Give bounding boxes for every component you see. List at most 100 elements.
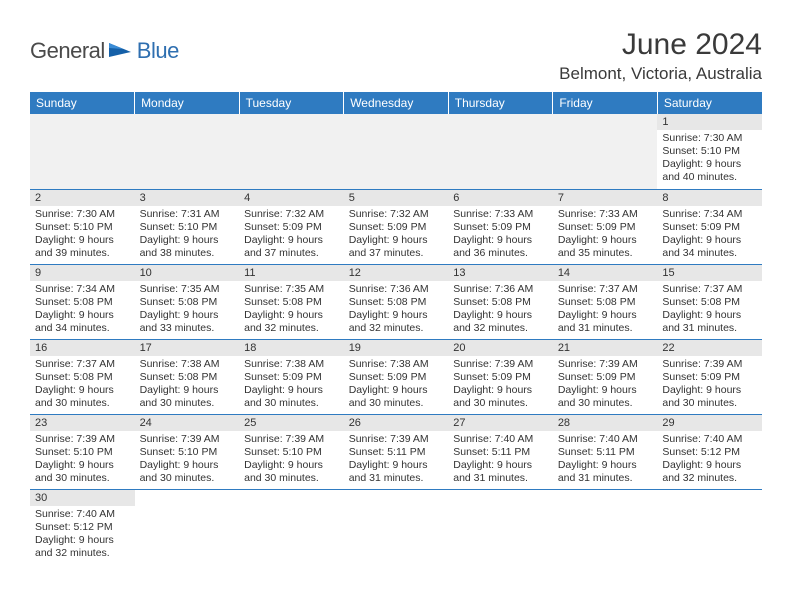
day-data: Sunrise: 7:31 AMSunset: 5:10 PMDaylight:… bbox=[135, 206, 240, 264]
day-data: Sunrise: 7:37 AMSunset: 5:08 PMDaylight:… bbox=[657, 281, 762, 339]
day-number: 12 bbox=[344, 265, 449, 281]
day-data: Sunrise: 7:40 AMSunset: 5:12 PMDaylight:… bbox=[30, 506, 135, 564]
calendar-cell: 22Sunrise: 7:39 AMSunset: 5:09 PMDayligh… bbox=[657, 339, 762, 414]
calendar-cell: 15Sunrise: 7:37 AMSunset: 5:08 PMDayligh… bbox=[657, 264, 762, 339]
calendar-cell bbox=[657, 489, 762, 564]
day-number: 23 bbox=[30, 415, 135, 431]
logo: General Blue bbox=[30, 38, 179, 64]
day-number: 24 bbox=[135, 415, 240, 431]
calendar-cell: 16Sunrise: 7:37 AMSunset: 5:08 PMDayligh… bbox=[30, 339, 135, 414]
day-data: Sunrise: 7:34 AMSunset: 5:08 PMDaylight:… bbox=[30, 281, 135, 339]
day-data: Sunrise: 7:37 AMSunset: 5:08 PMDaylight:… bbox=[30, 356, 135, 414]
day-data: Sunrise: 7:39 AMSunset: 5:09 PMDaylight:… bbox=[553, 356, 658, 414]
day-number: 27 bbox=[448, 415, 553, 431]
day-data: Sunrise: 7:30 AMSunset: 5:10 PMDaylight:… bbox=[657, 130, 762, 188]
calendar-table: SundayMondayTuesdayWednesdayThursdayFrid… bbox=[30, 92, 762, 564]
day-data: Sunrise: 7:39 AMSunset: 5:10 PMDaylight:… bbox=[135, 431, 240, 489]
day-number: 29 bbox=[657, 415, 762, 431]
calendar-cell: 29Sunrise: 7:40 AMSunset: 5:12 PMDayligh… bbox=[657, 414, 762, 489]
calendar-cell: 19Sunrise: 7:38 AMSunset: 5:09 PMDayligh… bbox=[344, 339, 449, 414]
day-number: 20 bbox=[448, 340, 553, 356]
header: General Blue June 2024 Belmont, Victoria… bbox=[30, 28, 762, 84]
day-data: Sunrise: 7:39 AMSunset: 5:11 PMDaylight:… bbox=[344, 431, 449, 489]
day-number: 22 bbox=[657, 340, 762, 356]
day-data: Sunrise: 7:39 AMSunset: 5:10 PMDaylight:… bbox=[30, 431, 135, 489]
calendar-cell: 28Sunrise: 7:40 AMSunset: 5:11 PMDayligh… bbox=[553, 414, 658, 489]
weekday-header: Tuesday bbox=[239, 92, 344, 114]
day-data: Sunrise: 7:38 AMSunset: 5:09 PMDaylight:… bbox=[239, 356, 344, 414]
day-data: Sunrise: 7:32 AMSunset: 5:09 PMDaylight:… bbox=[239, 206, 344, 264]
day-number: 1 bbox=[657, 114, 762, 130]
day-number: 15 bbox=[657, 265, 762, 281]
day-number: 28 bbox=[553, 415, 658, 431]
day-data: Sunrise: 7:33 AMSunset: 5:09 PMDaylight:… bbox=[553, 206, 658, 264]
day-data: Sunrise: 7:30 AMSunset: 5:10 PMDaylight:… bbox=[30, 206, 135, 264]
day-data: Sunrise: 7:36 AMSunset: 5:08 PMDaylight:… bbox=[344, 281, 449, 339]
flag-icon bbox=[109, 43, 135, 59]
calendar-cell: 24Sunrise: 7:39 AMSunset: 5:10 PMDayligh… bbox=[135, 414, 240, 489]
calendar-cell: 23Sunrise: 7:39 AMSunset: 5:10 PMDayligh… bbox=[30, 414, 135, 489]
calendar-cell bbox=[344, 114, 449, 189]
calendar-cell: 9Sunrise: 7:34 AMSunset: 5:08 PMDaylight… bbox=[30, 264, 135, 339]
weekday-header: Saturday bbox=[657, 92, 762, 114]
weekday-header: Sunday bbox=[30, 92, 135, 114]
day-number: 8 bbox=[657, 190, 762, 206]
weekday-header: Friday bbox=[553, 92, 658, 114]
calendar-cell bbox=[553, 114, 658, 189]
calendar-cell: 18Sunrise: 7:38 AMSunset: 5:09 PMDayligh… bbox=[239, 339, 344, 414]
day-number: 10 bbox=[135, 265, 240, 281]
day-data: Sunrise: 7:37 AMSunset: 5:08 PMDaylight:… bbox=[553, 281, 658, 339]
calendar-cell: 17Sunrise: 7:38 AMSunset: 5:08 PMDayligh… bbox=[135, 339, 240, 414]
calendar-cell: 12Sunrise: 7:36 AMSunset: 5:08 PMDayligh… bbox=[344, 264, 449, 339]
calendar-cell: 11Sunrise: 7:35 AMSunset: 5:08 PMDayligh… bbox=[239, 264, 344, 339]
day-number: 14 bbox=[553, 265, 658, 281]
day-number: 19 bbox=[344, 340, 449, 356]
day-data: Sunrise: 7:39 AMSunset: 5:10 PMDaylight:… bbox=[239, 431, 344, 489]
day-data: Sunrise: 7:40 AMSunset: 5:11 PMDaylight:… bbox=[448, 431, 553, 489]
calendar-cell: 6Sunrise: 7:33 AMSunset: 5:09 PMDaylight… bbox=[448, 189, 553, 264]
day-number: 3 bbox=[135, 190, 240, 206]
day-number: 11 bbox=[239, 265, 344, 281]
day-data: Sunrise: 7:32 AMSunset: 5:09 PMDaylight:… bbox=[344, 206, 449, 264]
day-number: 17 bbox=[135, 340, 240, 356]
calendar-cell: 2Sunrise: 7:30 AMSunset: 5:10 PMDaylight… bbox=[30, 189, 135, 264]
day-data: Sunrise: 7:38 AMSunset: 5:08 PMDaylight:… bbox=[135, 356, 240, 414]
calendar-cell: 1Sunrise: 7:30 AMSunset: 5:10 PMDaylight… bbox=[657, 114, 762, 189]
calendar-cell: 27Sunrise: 7:40 AMSunset: 5:11 PMDayligh… bbox=[448, 414, 553, 489]
title-block: June 2024 Belmont, Victoria, Australia bbox=[559, 28, 762, 84]
day-number: 7 bbox=[553, 190, 658, 206]
day-number: 6 bbox=[448, 190, 553, 206]
day-number: 26 bbox=[344, 415, 449, 431]
calendar-cell: 14Sunrise: 7:37 AMSunset: 5:08 PMDayligh… bbox=[553, 264, 658, 339]
calendar-head: SundayMondayTuesdayWednesdayThursdayFrid… bbox=[30, 92, 762, 114]
weekday-header: Thursday bbox=[448, 92, 553, 114]
calendar-cell: 3Sunrise: 7:31 AMSunset: 5:10 PMDaylight… bbox=[135, 189, 240, 264]
calendar-cell bbox=[344, 489, 449, 564]
day-data: Sunrise: 7:35 AMSunset: 5:08 PMDaylight:… bbox=[135, 281, 240, 339]
day-number: 5 bbox=[344, 190, 449, 206]
day-number: 18 bbox=[239, 340, 344, 356]
day-data: Sunrise: 7:40 AMSunset: 5:11 PMDaylight:… bbox=[553, 431, 658, 489]
calendar-cell bbox=[239, 114, 344, 189]
calendar-cell bbox=[30, 114, 135, 189]
day-data: Sunrise: 7:40 AMSunset: 5:12 PMDaylight:… bbox=[657, 431, 762, 489]
day-data: Sunrise: 7:38 AMSunset: 5:09 PMDaylight:… bbox=[344, 356, 449, 414]
day-data: Sunrise: 7:35 AMSunset: 5:08 PMDaylight:… bbox=[239, 281, 344, 339]
day-number: 4 bbox=[239, 190, 344, 206]
day-number: 30 bbox=[30, 490, 135, 506]
day-data: Sunrise: 7:36 AMSunset: 5:08 PMDaylight:… bbox=[448, 281, 553, 339]
calendar-cell: 5Sunrise: 7:32 AMSunset: 5:09 PMDaylight… bbox=[344, 189, 449, 264]
day-number: 13 bbox=[448, 265, 553, 281]
calendar-cell: 30Sunrise: 7:40 AMSunset: 5:12 PMDayligh… bbox=[30, 489, 135, 564]
calendar-cell: 10Sunrise: 7:35 AMSunset: 5:08 PMDayligh… bbox=[135, 264, 240, 339]
calendar-cell: 13Sunrise: 7:36 AMSunset: 5:08 PMDayligh… bbox=[448, 264, 553, 339]
calendar-cell: 26Sunrise: 7:39 AMSunset: 5:11 PMDayligh… bbox=[344, 414, 449, 489]
day-number: 25 bbox=[239, 415, 344, 431]
day-data: Sunrise: 7:39 AMSunset: 5:09 PMDaylight:… bbox=[448, 356, 553, 414]
weekday-header: Monday bbox=[135, 92, 240, 114]
weekday-header: Wednesday bbox=[344, 92, 449, 114]
calendar-cell bbox=[239, 489, 344, 564]
calendar-cell: 25Sunrise: 7:39 AMSunset: 5:10 PMDayligh… bbox=[239, 414, 344, 489]
calendar-cell: 7Sunrise: 7:33 AMSunset: 5:09 PMDaylight… bbox=[553, 189, 658, 264]
calendar-cell: 21Sunrise: 7:39 AMSunset: 5:09 PMDayligh… bbox=[553, 339, 658, 414]
